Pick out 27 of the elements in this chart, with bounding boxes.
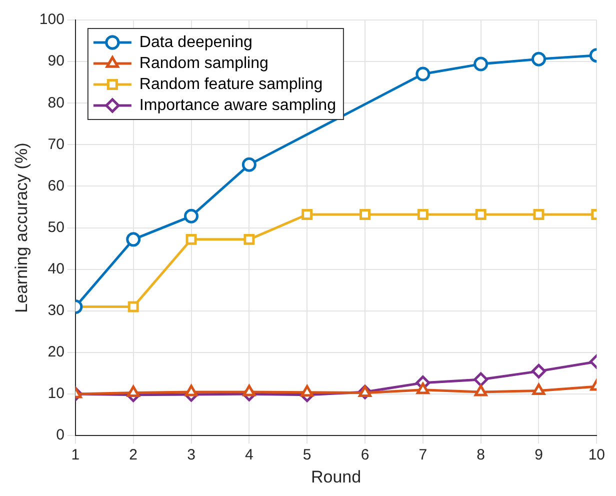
- legend-label: Importance aware sampling: [139, 96, 336, 114]
- x-tick-label: 9: [534, 446, 543, 464]
- y-tick-label: 10: [48, 385, 64, 402]
- y-tick-label: 70: [48, 136, 64, 153]
- y-tick-label: 50: [48, 218, 64, 236]
- y-tick-label: 90: [48, 52, 64, 70]
- x-tick-label: 7: [418, 446, 428, 464]
- y-tick-label: 40: [48, 260, 64, 278]
- x-tick-label: 4: [245, 446, 254, 464]
- y-tick-label: 20: [48, 344, 64, 361]
- legend-label: Random sampling: [139, 54, 268, 72]
- y-tick-label: 100: [39, 11, 64, 28]
- x-tick-label: 3: [187, 446, 196, 464]
- y-tick-label: 60: [48, 177, 64, 194]
- y-tick-label: 0: [56, 426, 64, 444]
- y-tick-label: 30: [48, 302, 64, 320]
- x-axis-title: Round: [310, 467, 362, 486]
- y-tick-label: 80: [48, 94, 64, 112]
- x-tick-label: 10: [588, 446, 605, 464]
- legend-label: Random feature sampling: [139, 76, 323, 93]
- x-tick-label: 8: [476, 446, 485, 464]
- x-tick-label: 5: [302, 446, 312, 464]
- x-tick-label: 6: [360, 446, 370, 464]
- legend-label: Data deepening: [139, 34, 252, 51]
- y-axis-title: Learning accuracy (%): [12, 142, 31, 313]
- x-tick-label: 1: [71, 446, 80, 464]
- x-tick-label: 2: [129, 446, 138, 464]
